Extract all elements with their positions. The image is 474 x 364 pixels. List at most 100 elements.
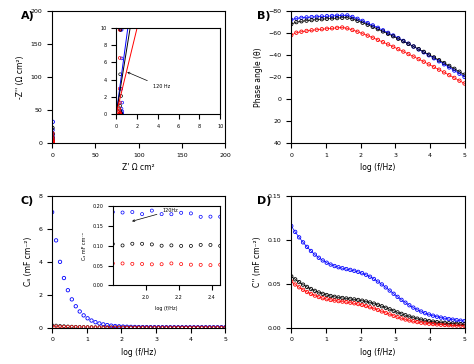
Point bbox=[303, 284, 311, 290]
Point bbox=[355, 301, 362, 307]
Point bbox=[49, 134, 56, 140]
Point bbox=[374, 279, 382, 285]
Point bbox=[91, 324, 99, 330]
Point bbox=[287, 278, 295, 284]
Point bbox=[49, 140, 56, 146]
Point bbox=[406, 313, 413, 319]
Point bbox=[48, 139, 56, 145]
Point bbox=[206, 324, 213, 330]
Point bbox=[331, 294, 338, 300]
Point bbox=[430, 55, 438, 61]
Point bbox=[394, 309, 401, 315]
Point bbox=[445, 320, 453, 326]
Point bbox=[346, 300, 354, 305]
Point bbox=[394, 35, 402, 41]
Point bbox=[410, 54, 417, 59]
Point bbox=[425, 52, 433, 58]
Point bbox=[303, 289, 311, 295]
Point bbox=[88, 318, 95, 324]
Point bbox=[186, 324, 194, 330]
Point bbox=[49, 140, 56, 146]
Point bbox=[210, 324, 218, 330]
Point bbox=[343, 296, 350, 301]
Point bbox=[333, 13, 341, 19]
Point bbox=[308, 27, 315, 33]
Point bbox=[384, 30, 392, 36]
Text: A): A) bbox=[21, 11, 35, 21]
Point bbox=[88, 324, 95, 330]
Point bbox=[198, 324, 206, 330]
Point bbox=[68, 324, 76, 330]
Point bbox=[328, 16, 336, 21]
Point bbox=[49, 139, 56, 145]
Point bbox=[49, 140, 56, 146]
Point bbox=[354, 29, 361, 35]
Point bbox=[56, 259, 64, 265]
Point bbox=[453, 321, 460, 327]
Point bbox=[318, 16, 326, 22]
Point bbox=[218, 325, 225, 331]
Point bbox=[344, 15, 351, 20]
Point bbox=[389, 32, 397, 38]
Point bbox=[155, 325, 162, 331]
Point bbox=[374, 307, 382, 313]
Point bbox=[420, 49, 428, 55]
Point bbox=[100, 324, 107, 330]
Point bbox=[405, 41, 412, 47]
Point bbox=[48, 140, 56, 146]
Point bbox=[178, 324, 186, 330]
Point bbox=[72, 324, 80, 330]
Point bbox=[49, 139, 56, 145]
Point bbox=[182, 324, 190, 330]
Point bbox=[420, 50, 428, 55]
Point bbox=[60, 323, 68, 329]
Point bbox=[295, 284, 303, 290]
Point bbox=[456, 71, 463, 77]
Point bbox=[49, 140, 56, 146]
Point bbox=[171, 325, 178, 331]
Point bbox=[111, 323, 119, 329]
Point bbox=[437, 320, 445, 325]
Point bbox=[406, 302, 413, 308]
Point bbox=[450, 75, 458, 81]
Point bbox=[48, 322, 56, 328]
Point bbox=[378, 281, 386, 287]
Point bbox=[307, 291, 315, 297]
Point bbox=[48, 134, 56, 140]
Point bbox=[379, 28, 387, 34]
Point bbox=[335, 294, 342, 300]
Point bbox=[84, 324, 91, 330]
Point bbox=[313, 27, 320, 33]
Point bbox=[327, 262, 335, 268]
Point bbox=[421, 317, 429, 323]
Point bbox=[108, 323, 115, 329]
Point bbox=[64, 324, 72, 330]
Point bbox=[328, 13, 336, 19]
Point bbox=[333, 25, 341, 31]
Point bbox=[88, 324, 95, 330]
Point bbox=[131, 324, 138, 330]
Point bbox=[457, 318, 465, 324]
Y-axis label: Cₐ (mF cm⁻²): Cₐ (mF cm⁻²) bbox=[24, 237, 33, 286]
Point bbox=[370, 276, 378, 282]
Point bbox=[76, 309, 83, 314]
Point bbox=[49, 140, 56, 146]
Point bbox=[178, 324, 186, 330]
Point bbox=[287, 21, 295, 27]
Point bbox=[358, 302, 366, 308]
Point bbox=[384, 41, 392, 47]
Point bbox=[49, 140, 56, 146]
Point bbox=[318, 26, 326, 32]
Point bbox=[166, 325, 174, 331]
Point bbox=[343, 266, 350, 272]
Point bbox=[386, 306, 393, 312]
Point bbox=[435, 58, 443, 64]
Point bbox=[48, 140, 56, 146]
Point bbox=[60, 324, 68, 330]
Point bbox=[338, 299, 346, 305]
Point bbox=[48, 136, 56, 142]
Point bbox=[186, 324, 194, 330]
Point bbox=[338, 295, 346, 301]
Point bbox=[362, 298, 370, 304]
Point bbox=[369, 24, 376, 30]
